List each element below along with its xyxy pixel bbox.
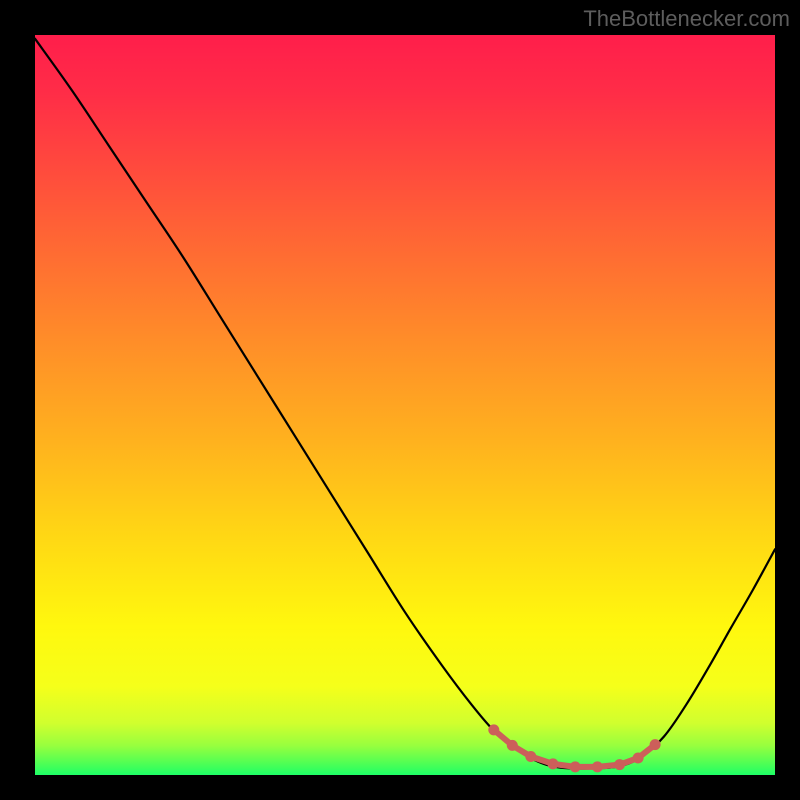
necklace-bead xyxy=(650,739,661,750)
necklace-bead xyxy=(525,751,536,762)
necklace-bead xyxy=(570,761,581,772)
watermark-text: TheBottlenecker.com xyxy=(583,6,790,32)
necklace-bead xyxy=(592,761,603,772)
necklace-bead xyxy=(507,740,518,751)
necklace-bead xyxy=(548,758,559,769)
necklace-bead xyxy=(488,724,499,735)
gradient-background xyxy=(35,35,775,775)
necklace-bead xyxy=(633,752,644,763)
chart-container: TheBottlenecker.com xyxy=(0,0,800,800)
necklace-bead xyxy=(614,759,625,770)
bottleneck-chart xyxy=(0,0,800,800)
